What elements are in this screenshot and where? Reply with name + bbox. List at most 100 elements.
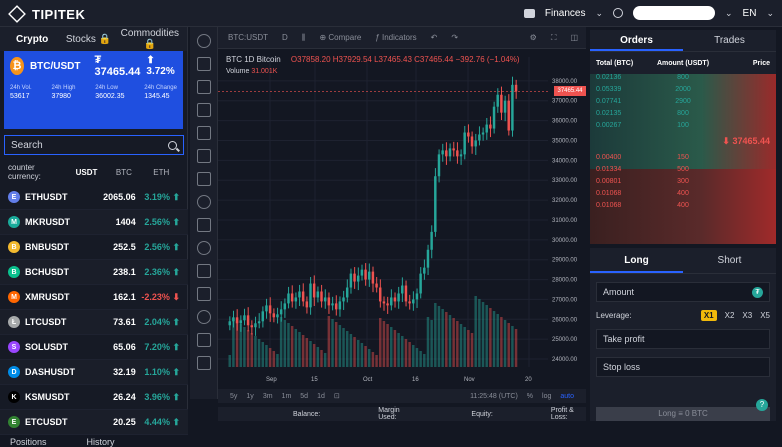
candle-body (287, 293, 290, 304)
user-name-pill[interactable] (633, 6, 715, 20)
market-price: 65.06 (113, 342, 136, 352)
range-3m[interactable]: 3m (262, 392, 273, 400)
market-row[interactable]: K KSMUSDT 26.24 3.96% ⬆ (0, 385, 188, 410)
counter-option-eth[interactable]: ETH (153, 167, 170, 177)
tab-history[interactable]: History (86, 437, 115, 447)
measure-icon[interactable] (196, 172, 211, 186)
user-icon[interactable] (613, 8, 623, 18)
range-1d[interactable]: 1d (317, 392, 325, 400)
tab-commodities[interactable]: Commodities 🔒 (120, 28, 180, 50)
volume-bar (492, 311, 496, 367)
compare-button[interactable]: ⊕ Compare (319, 33, 362, 42)
lock-icon[interactable] (196, 287, 211, 301)
range-5y[interactable]: 5y (230, 392, 238, 400)
tab-positions[interactable]: Positions (10, 437, 47, 447)
fullscreen-icon[interactable]: ⛶ (550, 32, 557, 42)
ask-row[interactable]: 0.00801 300 (590, 175, 776, 187)
percent-toggle[interactable]: % (526, 392, 534, 400)
leverage-x5[interactable]: X5 (760, 311, 770, 320)
layers-icon[interactable] (196, 356, 211, 370)
text-icon[interactable] (196, 126, 211, 140)
finances-menu[interactable]: Finances (544, 7, 586, 19)
market-price: 162.1 (113, 292, 136, 302)
wallet-icon[interactable] (523, 8, 535, 18)
chevron-down-icon[interactable]: ⌄ (595, 7, 603, 18)
brush-icon[interactable] (196, 103, 211, 117)
range-5d[interactable]: 5d (300, 392, 309, 400)
language-select[interactable]: EN (742, 7, 757, 19)
bid-row[interactable]: 0.02136 800 (590, 71, 776, 83)
chart-canvas[interactable]: 38000.00 37000.00 36000.00 35000.00 34000.00… (218, 49, 586, 389)
ask-row[interactable]: 0.01068 400 (590, 199, 776, 211)
candle-style-icon[interactable]: ⫼ (301, 32, 306, 42)
market-row[interactable]: M XMRUSDT 162.1 -2.23% ⬇ (0, 285, 188, 310)
market-row[interactable]: M MKRUSDT 1404 2.56% ⬆ (0, 210, 188, 235)
trendline-icon[interactable] (196, 57, 211, 71)
bid-row[interactable]: 0.02135 800 (590, 107, 776, 119)
market-row[interactable]: E ETCUSDT 20.25 4.44% ⬆ (0, 410, 188, 435)
market-row[interactable]: S SOLUSDT 65.06 7.20% ⬆ (0, 335, 188, 360)
bid-row[interactable]: 0.07741 2900 (590, 95, 776, 107)
amount-input[interactable]: Amount ₮ (596, 282, 770, 302)
price-chart[interactable]: 38000.00 37000.00 36000.00 35000.00 34000.00… (218, 49, 586, 389)
log-toggle[interactable]: log (542, 392, 552, 400)
bid-row[interactable]: 0.05339 2000 (590, 83, 776, 95)
tab-long[interactable]: Long (590, 248, 683, 273)
search-input[interactable]: Search (4, 135, 184, 155)
ask-row[interactable]: 0.01334 500 (590, 163, 776, 175)
long-submit-button[interactable]: Long ≡ 0 BTC (596, 407, 770, 421)
ticker-stats: 24h Vol. 53617 24h High 37980 24h Low 36002… (10, 85, 177, 100)
range-1m[interactable]: 1m (281, 392, 292, 400)
indicators-button[interactable]: ƒ Indicators (375, 33, 417, 42)
tab-orders[interactable]: Orders (590, 30, 683, 51)
settings-icon[interactable]: ⚙ (529, 33, 537, 42)
magnet-icon[interactable] (196, 264, 211, 278)
interval-select[interactable]: D (282, 33, 288, 42)
market-row[interactable]: B BNBUSDT 252.5 2.56% ⬆ (0, 235, 188, 260)
help-icon[interactable]: ? (756, 399, 768, 411)
zoom-icon[interactable] (196, 241, 211, 255)
tab-crypto[interactable]: Crypto (16, 33, 49, 45)
bid-row[interactable]: 0.00267 100 (590, 119, 776, 131)
selected-ticker[interactable]: ₿ BTC/USDT ₮ 37465.44 ⬆ 3.72% 24h Vol. 53… (4, 51, 183, 129)
tab-short[interactable]: Short (717, 255, 742, 266)
ask-row[interactable]: 0.01068 400 (590, 187, 776, 199)
pattern-icon[interactable] (196, 149, 211, 163)
leverage-x2[interactable]: X2 (724, 311, 735, 320)
leverage-x1[interactable]: X1 (700, 310, 717, 321)
category-tabs: Crypto Stocks 🔒 Commodities 🔒 (0, 27, 187, 51)
eye-icon[interactable] (196, 310, 211, 324)
search-icon[interactable] (168, 140, 177, 150)
market-price: 26.24 (113, 392, 136, 402)
market-row[interactable]: D DASHUSDT 32.19 1.10% ⬆ (0, 360, 188, 385)
bid-total: 0.02135 (596, 109, 622, 117)
market-row[interactable]: E ETHUSDT 2065.06 3.19% ⬆ (0, 185, 188, 210)
market-row[interactable]: Ł LTCUSDT 73.61 2.04% ⬆ (0, 310, 188, 335)
market-row[interactable]: B BCHUSDT 238.1 2.36% ⬆ (0, 260, 188, 285)
camera-icon[interactable]: ◫ (570, 33, 578, 42)
tab-stocks[interactable]: Stocks 🔒 (65, 33, 112, 45)
redo-icon[interactable]: ↷ (451, 33, 459, 42)
logo[interactable]: TIPITEK (8, 5, 85, 23)
y-tick-label: 32000.00 (552, 198, 578, 204)
tab-trades[interactable]: Trades (714, 35, 745, 46)
goto-date-icon[interactable]: ⊡ (333, 393, 340, 400)
stop-loss-input[interactable]: Stop loss (596, 357, 770, 377)
auto-toggle[interactable]: auto (560, 392, 574, 400)
volume-bar (379, 318, 382, 367)
fib-icon[interactable] (196, 80, 211, 94)
symbol-select[interactable]: BTC:USDT (228, 33, 268, 42)
crosshair-icon[interactable] (196, 34, 211, 48)
trash-icon[interactable] (196, 333, 211, 347)
take-profit-input[interactable]: Take profit (596, 329, 770, 349)
undo-icon[interactable]: ↶ (430, 33, 438, 42)
leverage-x3[interactable]: X3 (742, 311, 753, 320)
counter-option-usdt[interactable]: USDT (75, 167, 98, 177)
chevron-down-icon[interactable]: ⌄ (766, 7, 774, 18)
counter-option-btc[interactable]: BTC (115, 167, 132, 177)
ruler-icon[interactable] (196, 218, 211, 232)
range-1y[interactable]: 1y (246, 392, 254, 400)
ask-row[interactable]: 0.00400 150 (590, 151, 776, 163)
emoji-icon[interactable] (196, 195, 211, 209)
chevron-down-icon[interactable]: ⌄ (725, 7, 733, 18)
